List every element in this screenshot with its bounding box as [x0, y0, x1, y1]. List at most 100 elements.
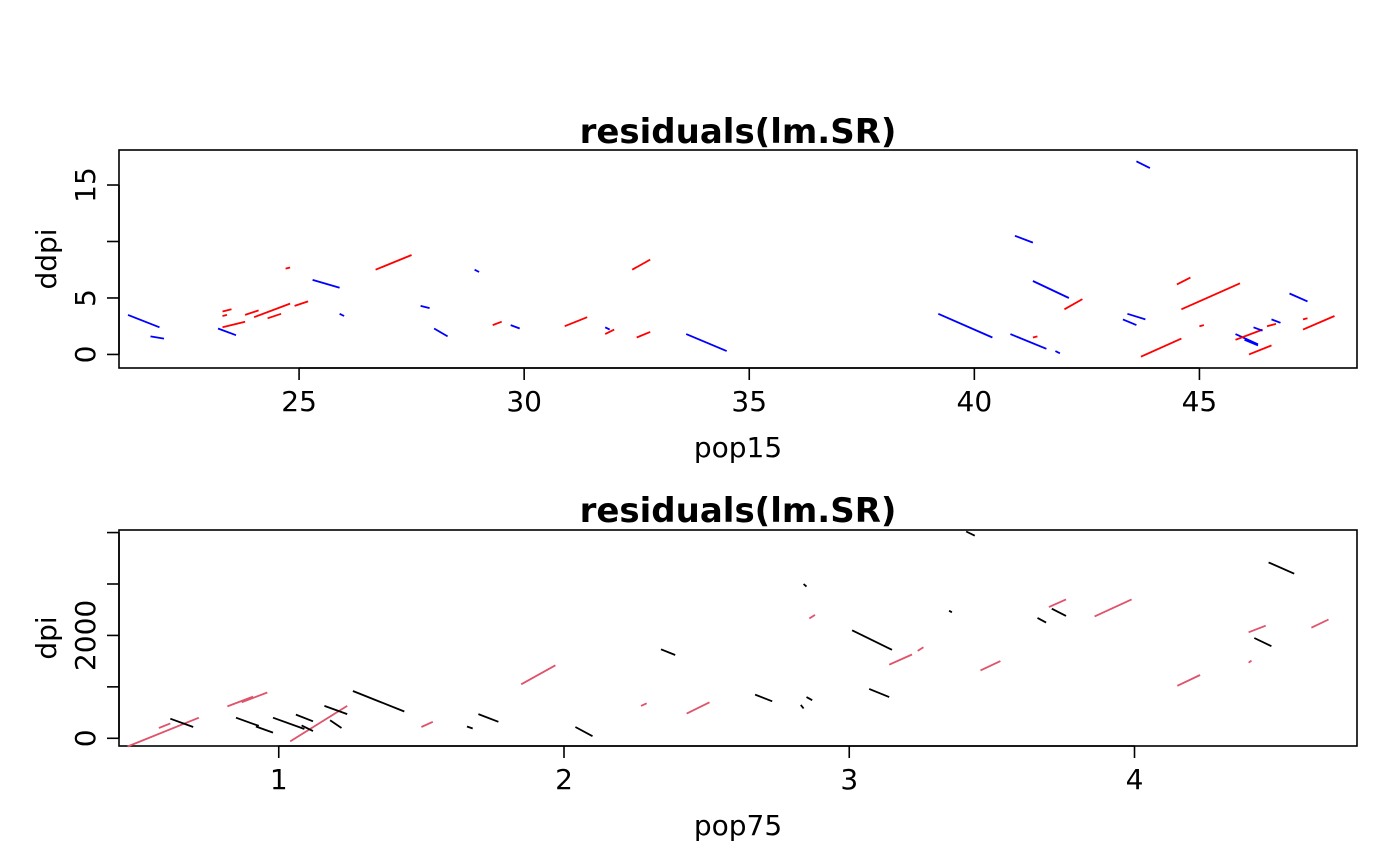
panel-2-segment-9 [289, 705, 348, 743]
panel-2-segment-37 [1051, 607, 1067, 617]
panel-2-segment-41 [1248, 624, 1267, 634]
panel-1-segment-33 [1127, 312, 1146, 321]
panel-2-segment-43 [1268, 561, 1295, 575]
panel-2-segment-4 [227, 695, 254, 708]
panel-1-segment-43 [1248, 344, 1272, 356]
panel-2-segment-18 [520, 664, 556, 686]
panel-2-x-tick-label-4: 4 [1126, 763, 1144, 796]
panel-2-segment-10 [295, 713, 314, 723]
panel-1-x-tick-label-3: 35 [731, 385, 767, 418]
panel-1-segment-4 [222, 314, 228, 317]
panel-1-segment-17 [474, 268, 480, 273]
panel-1-y-tick-label-4: 15 [69, 167, 102, 203]
panel-1-x-tick-label-2: 30 [506, 385, 542, 418]
panel-1-segment-8 [253, 302, 291, 319]
panel-2-segment-30 [888, 653, 913, 666]
panel-2-segments [127, 530, 1329, 748]
panel-2-segment-32 [948, 609, 953, 614]
panel-2-segment-6 [241, 691, 268, 704]
panel-1-segments [127, 160, 1335, 358]
panel-2-segment-25 [802, 583, 808, 588]
panel-1-segment-22 [604, 328, 615, 335]
panel-2-x-axis-label: pop75 [694, 809, 782, 842]
panel-1-segment-47 [1289, 292, 1308, 303]
panel-1-segment-25 [685, 333, 728, 352]
panel-1-segment-21 [604, 326, 611, 331]
panel-2-segment-35 [1037, 617, 1047, 624]
panel-1-segment-19 [510, 324, 521, 330]
pop15-ddpi-panel: residuals(lm.SR) 25 30 35 40 45 0 5 15 pop15 d… [30, 112, 1358, 464]
panel-2-segment-12 [324, 705, 348, 715]
panel-1-segment-18 [492, 320, 503, 326]
panel-1-segment-24 [636, 331, 651, 339]
panel-2-segment-2 [158, 722, 171, 729]
panel-1-segment-36 [1140, 337, 1182, 358]
panel-1-segment-30 [1032, 335, 1038, 339]
panel-1-segment-37 [1176, 276, 1191, 286]
panel-2-segment-20 [640, 702, 648, 707]
panel-2-segment-34 [980, 660, 1001, 672]
panel-1-y-tick-label-1: 0 [69, 346, 102, 364]
panel-1-segment-23 [631, 258, 651, 271]
panel-1-segment-3 [217, 327, 237, 337]
panel-2-segment-14 [352, 690, 405, 713]
panel-1-x-tick-label-4: 40 [957, 385, 993, 418]
panel-2-segment-13 [329, 719, 343, 729]
panel-1-segment-28 [1014, 234, 1034, 244]
panel-2-x-tick-label-1: 1 [270, 763, 288, 796]
panel-2-y-tick-label-1: 0 [69, 729, 102, 747]
panel-2-x-tick-label-2: 2 [555, 763, 573, 796]
panel-1-x-tick-label-1: 25 [281, 385, 317, 418]
panel-1-segment-46 [1271, 318, 1281, 324]
panel-2-segment-7 [255, 725, 274, 734]
panel-2-segment-26 [806, 696, 813, 701]
panel-1-segment-35 [1135, 160, 1151, 169]
panel-1-segment-39 [1199, 324, 1205, 328]
panel-2-segment-1 [127, 716, 200, 748]
panel-2-y-axis-label: dpi [30, 616, 63, 659]
panel-2-segment-29 [868, 688, 890, 698]
panel-2-segment-16 [466, 725, 473, 730]
panel-2-segment-39 [1176, 674, 1201, 687]
panel-2-segment-3 [169, 717, 194, 728]
panel-2-segment-15 [421, 720, 434, 728]
panel-1-segment-45 [1266, 323, 1277, 328]
panel-2-segment-17 [478, 713, 499, 723]
panel-1-segment-27 [1010, 333, 1047, 350]
panel-1-y-tick-label-2: 5 [69, 289, 102, 307]
panel-1-x-axis: 25 30 35 40 45 [281, 367, 1217, 418]
panel-1-segment-16 [433, 327, 449, 338]
panel-1-segment-1 [127, 314, 160, 329]
panel-1-segment-49 [1302, 317, 1308, 321]
panel-1-segment-48 [1302, 315, 1335, 331]
panel-1-segment-44 [1253, 326, 1263, 332]
panel-1-segment-40 [1235, 333, 1259, 346]
panel-2-segment-33 [965, 530, 976, 537]
panel-1-segment-11 [294, 300, 309, 307]
panel-1-segment-15 [420, 305, 430, 309]
panel-2-segment-21 [660, 648, 676, 656]
panel-1-x-axis-label: pop15 [694, 431, 782, 464]
panel-2-segment-38 [1094, 598, 1132, 618]
panel-2-x-tick-label-3: 3 [840, 763, 858, 796]
panel-1-segment-31 [1055, 350, 1061, 355]
panel-1-segment-5 [222, 320, 246, 329]
panel-2-y-axis: 0 2000 [69, 531, 120, 747]
panel-1-y-axis: 0 5 15 [69, 167, 120, 364]
panel-1-segment-41 [1235, 328, 1263, 341]
panel-1-segment-34 [1122, 318, 1137, 326]
panel-2-segment-42 [1253, 637, 1272, 648]
pop75-dpi-panel: residuals(lm.SR) 1 2 3 4 0 2000 pop75 dpi [30, 491, 1358, 842]
panel-2-segment-40 [1248, 659, 1253, 664]
panel-2-y-tick-label-3: 2000 [69, 600, 102, 671]
panel-2-segment-23 [754, 693, 773, 703]
panel-2-segment-22 [686, 701, 710, 715]
panel-1-segment-26 [937, 312, 993, 339]
panel-1-segment-29 [1032, 280, 1070, 299]
panel-1-y-axis-label: ddpi [30, 228, 63, 289]
panel-2-segment-5 [235, 716, 260, 727]
panel-2-segment-31 [917, 646, 924, 652]
panel-1-segment-38 [1181, 282, 1241, 311]
panel-1-segment-7 [244, 309, 259, 316]
